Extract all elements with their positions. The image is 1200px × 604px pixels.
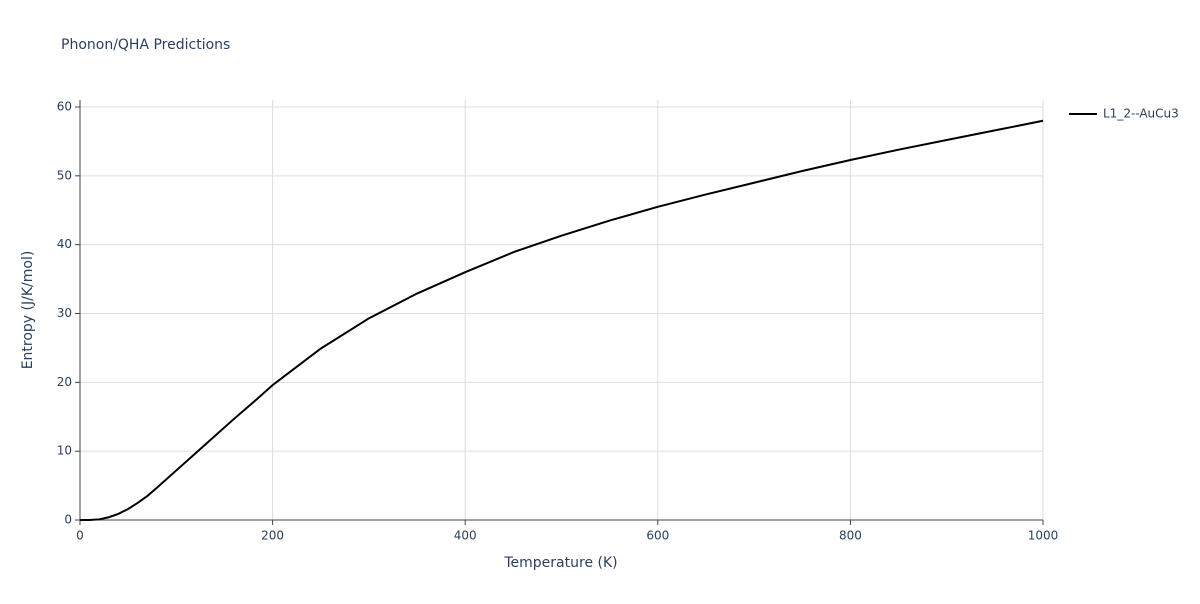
x-tick-label: 600 [646,529,669,543]
y-axis-label: Entropy (J/K/mol) [20,251,36,370]
y-tick-label: 10 [57,444,72,458]
x-tick-label: 1000 [1028,529,1059,543]
line [80,119,1044,521]
y-tick-label: 50 [57,168,72,182]
x-tick-label: 800 [839,529,862,543]
legend-label: L1_2--AuCu3 [1103,107,1179,121]
x-tick-label: 0 [76,529,84,543]
y-tick-label: 0 [64,513,72,527]
x-tick-label: 200 [261,529,284,543]
chart-title: Phonon/QHA Predictions [61,37,230,53]
y-tick-label: 40 [57,237,72,251]
x-axis-label: Temperature (K) [503,555,617,571]
y-tick-label: 20 [57,375,72,389]
x-tick-label: 400 [454,529,477,543]
y-tick-label: 60 [57,100,72,114]
y-tick-label: 30 [57,306,72,320]
